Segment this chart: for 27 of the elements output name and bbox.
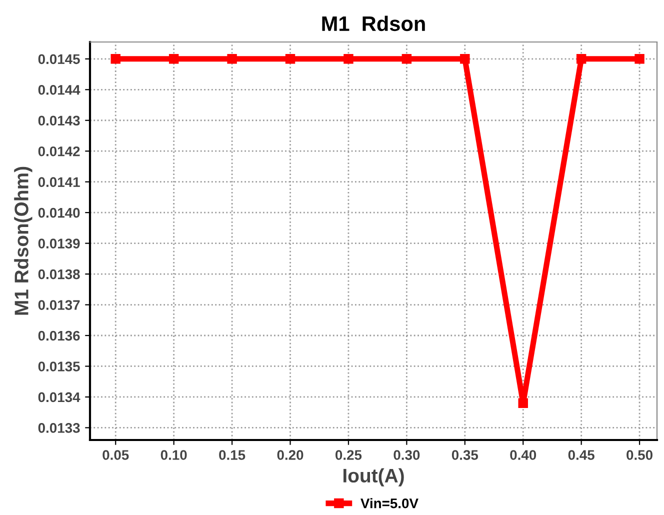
y-tick-label: 0.0139 (38, 238, 80, 248)
x-tick-label: 0.40 (510, 450, 536, 460)
y-tick-label: 0.0134 (38, 392, 80, 402)
x-tick-label: 0.05 (102, 450, 129, 460)
x-tick-label: 0.20 (277, 450, 304, 460)
chart-title: M1 Rdson (322, 16, 425, 32)
x-tick-label: 0.50 (626, 450, 652, 460)
y-tick-label: 0.0138 (38, 269, 80, 280)
x-tick-label: 0.35 (452, 450, 478, 460)
y-tick-label: 0.0142 (38, 146, 80, 156)
y-tick-label: 0.0136 (38, 330, 80, 341)
y-tick-label: 0.0135 (38, 362, 80, 372)
y-axis-title: M1 Rdson(Ohm) (14, 166, 32, 315)
y-tick-label: 0.0141 (38, 177, 80, 188)
y-tick-label: 0.0140 (38, 208, 80, 218)
y-tick-label: 0.0133 (38, 423, 80, 433)
legend-label: Vin=5.0V (360, 498, 418, 508)
y-tick-label: 0.0137 (38, 300, 80, 310)
x-axis-title: Iout(A) (343, 468, 404, 486)
y-tick-label: 0.0145 (38, 54, 80, 64)
x-tick-label: 0.10 (160, 450, 187, 460)
x-tick-label: 0.15 (219, 450, 246, 460)
x-tick-label: 0.25 (336, 450, 362, 460)
x-tick-label: 0.45 (568, 450, 594, 460)
y-tick-label: 0.0143 (38, 116, 80, 126)
y-tick-label: 0.0144 (38, 84, 80, 95)
x-tick-label: 0.30 (394, 450, 420, 460)
